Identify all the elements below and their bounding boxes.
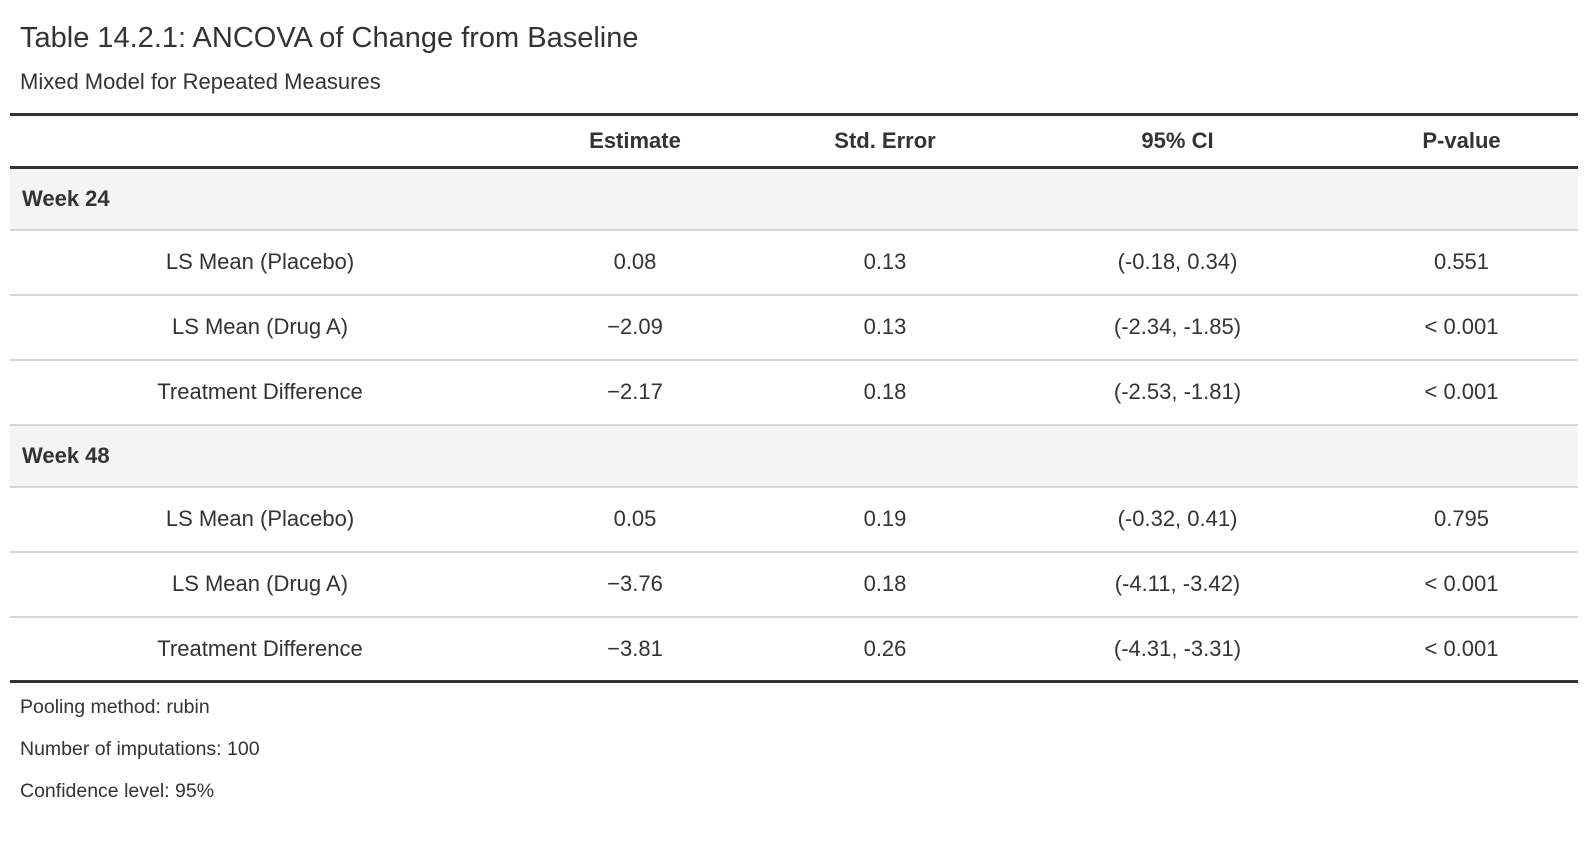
- cell-p-value: < 0.001: [1345, 294, 1578, 361]
- table-title: Table 14.2.1: ANCOVA of Change from Base…: [20, 22, 639, 54]
- column-header-estimate: Estimate: [510, 114, 760, 169]
- report-page: Table 14.2.1: ANCOVA of Change from Base…: [0, 20, 1588, 858]
- cell-estimate: −2.17: [510, 359, 760, 426]
- footnote: Number of imputations: 100: [20, 738, 260, 760]
- ancova-results-table: Estimate Std. Error 95% CI P-value Week …: [10, 113, 1578, 683]
- cell-ci: (-0.32, 0.41): [1010, 486, 1345, 553]
- row-label: Treatment Difference: [10, 359, 510, 426]
- group-label: Week 48: [10, 424, 1578, 488]
- cell-ci: (-4.31, -3.31): [1010, 616, 1345, 682]
- column-header-stub: [10, 114, 510, 169]
- cell-estimate: −3.76: [510, 551, 760, 618]
- group-row-week-48: Week 48: [10, 424, 1578, 488]
- cell-std-error: 0.26: [760, 616, 1010, 682]
- header-row: Estimate Std. Error 95% CI P-value: [10, 114, 1578, 169]
- cell-ci: (-2.34, -1.85): [1010, 294, 1345, 361]
- cell-std-error: 0.19: [760, 486, 1010, 553]
- cell-p-value: < 0.001: [1345, 616, 1578, 682]
- cell-estimate: −3.81: [510, 616, 760, 682]
- row-label: LS Mean (Placebo): [10, 486, 510, 553]
- table-row: Treatment Difference −2.17 0.18 (-2.53, …: [10, 359, 1578, 426]
- cell-std-error: 0.13: [760, 294, 1010, 361]
- cell-ci: (-4.11, -3.42): [1010, 551, 1345, 618]
- table-row: LS Mean (Placebo) 0.08 0.13 (-0.18, 0.34…: [10, 229, 1578, 296]
- column-header-std-error: Std. Error: [760, 114, 1010, 169]
- cell-std-error: 0.13: [760, 229, 1010, 296]
- table-subtitle: Mixed Model for Repeated Measures: [20, 69, 381, 94]
- row-label: LS Mean (Drug A): [10, 551, 510, 618]
- table-row: LS Mean (Drug A) −2.09 0.13 (-2.34, -1.8…: [10, 294, 1578, 361]
- column-header-ci: 95% CI: [1010, 114, 1345, 169]
- row-label: LS Mean (Drug A): [10, 294, 510, 361]
- row-label: LS Mean (Placebo): [10, 229, 510, 296]
- table-body: Week 24 LS Mean (Placebo) 0.08 0.13 (-0.…: [10, 167, 1578, 682]
- footnote: Pooling method: rubin: [20, 696, 210, 718]
- cell-p-value: 0.551: [1345, 229, 1578, 296]
- table-header: Estimate Std. Error 95% CI P-value: [10, 114, 1578, 169]
- table-row: Treatment Difference −3.81 0.26 (-4.31, …: [10, 616, 1578, 682]
- cell-p-value: 0.795: [1345, 486, 1578, 553]
- table-row: LS Mean (Drug A) −3.76 0.18 (-4.11, -3.4…: [10, 551, 1578, 618]
- row-label: Treatment Difference: [10, 616, 510, 682]
- table-row: LS Mean (Placebo) 0.05 0.19 (-0.32, 0.41…: [10, 486, 1578, 553]
- cell-estimate: 0.05: [510, 486, 760, 553]
- cell-estimate: 0.08: [510, 229, 760, 296]
- source-notes: Pooling method: rubin Number of imputati…: [20, 697, 1588, 801]
- cell-ci: (-0.18, 0.34): [1010, 229, 1345, 296]
- cell-std-error: 0.18: [760, 551, 1010, 618]
- group-row-week-24: Week 24: [10, 167, 1578, 231]
- column-header-p-value: P-value: [1345, 114, 1578, 169]
- cell-p-value: < 0.001: [1345, 359, 1578, 426]
- cell-estimate: −2.09: [510, 294, 760, 361]
- footnote: Confidence level: 95%: [20, 780, 215, 802]
- group-label: Week 24: [10, 167, 1578, 231]
- cell-ci: (-2.53, -1.81): [1010, 359, 1345, 426]
- cell-std-error: 0.18: [760, 359, 1010, 426]
- cell-p-value: < 0.001: [1345, 551, 1578, 618]
